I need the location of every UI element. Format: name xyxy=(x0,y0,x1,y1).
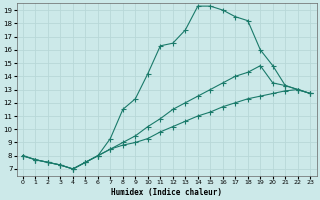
X-axis label: Humidex (Indice chaleur): Humidex (Indice chaleur) xyxy=(111,188,222,197)
